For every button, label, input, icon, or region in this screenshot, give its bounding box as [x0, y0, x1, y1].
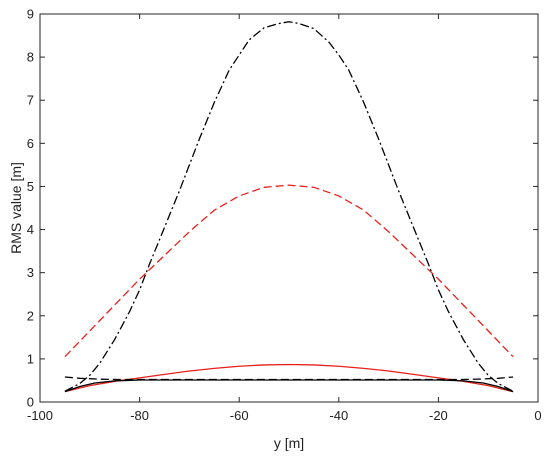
y-tick-label: 3 — [27, 265, 34, 280]
plot-background — [40, 14, 538, 402]
tick-labels-layer: -100 -80 -60 -40 -20 0 0 1 2 3 4 5 6 7 8 9 — [27, 7, 542, 424]
series-line-2 — [64, 184, 514, 358]
series-line-1 — [64, 21, 514, 392]
y-tick-label: 6 — [27, 136, 34, 151]
y-axis-label: RMS value [m] — [8, 162, 24, 254]
x-tick-label: -20 — [429, 408, 448, 423]
y-tick-label: 1 — [27, 351, 34, 366]
x-tick-label: -80 — [130, 408, 149, 423]
y-tick-label: 4 — [27, 222, 34, 237]
series-line-5 — [64, 376, 514, 381]
x-tick-label: -40 — [329, 408, 348, 423]
x-tick-label: -60 — [230, 408, 249, 423]
y-tick-label: 5 — [27, 179, 34, 194]
x-axis-label: y [m] — [274, 435, 304, 451]
y-tick-label: 7 — [27, 93, 34, 108]
y-tick-label: 8 — [27, 50, 34, 65]
ticks-layer — [39, 13, 539, 403]
series-layer — [64, 21, 514, 393]
y-tick-label: 9 — [27, 7, 34, 22]
y-tick-label: 0 — [27, 395, 34, 410]
x-tick-label: 0 — [534, 408, 541, 423]
series-line-3 — [64, 363, 514, 393]
plot-frame — [39, 13, 539, 403]
x-tick-label: -100 — [27, 408, 53, 423]
y-tick-label: 2 — [27, 308, 34, 323]
series-line-4 — [64, 379, 514, 393]
